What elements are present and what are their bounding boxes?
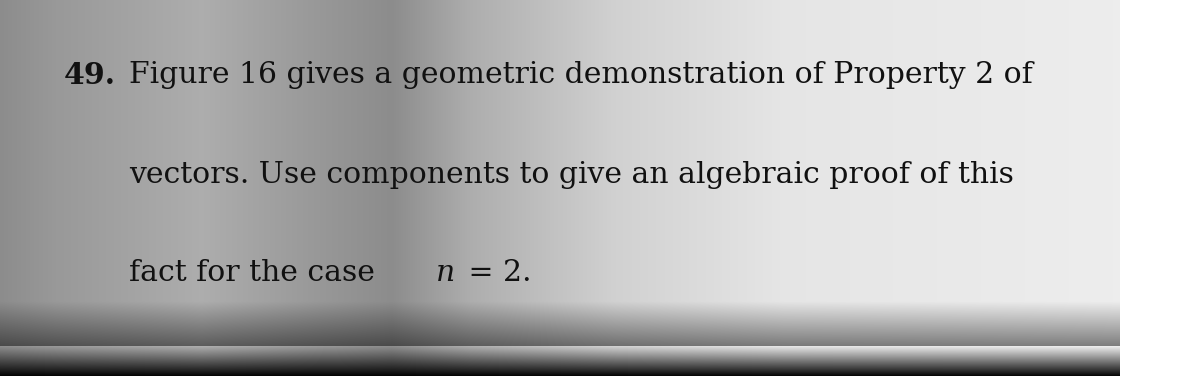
Text: 49.: 49. [64,61,116,90]
Text: fact for the case: fact for the case [128,259,384,287]
Text: vectors. Use components to give an algebraic proof of this: vectors. Use components to give an algeb… [128,161,1014,189]
Text: = 2.: = 2. [460,259,532,287]
Text: n: n [436,259,455,287]
Text: Figure 16 gives a geometric demonstration of Property 2 of: Figure 16 gives a geometric demonstratio… [128,61,1032,89]
